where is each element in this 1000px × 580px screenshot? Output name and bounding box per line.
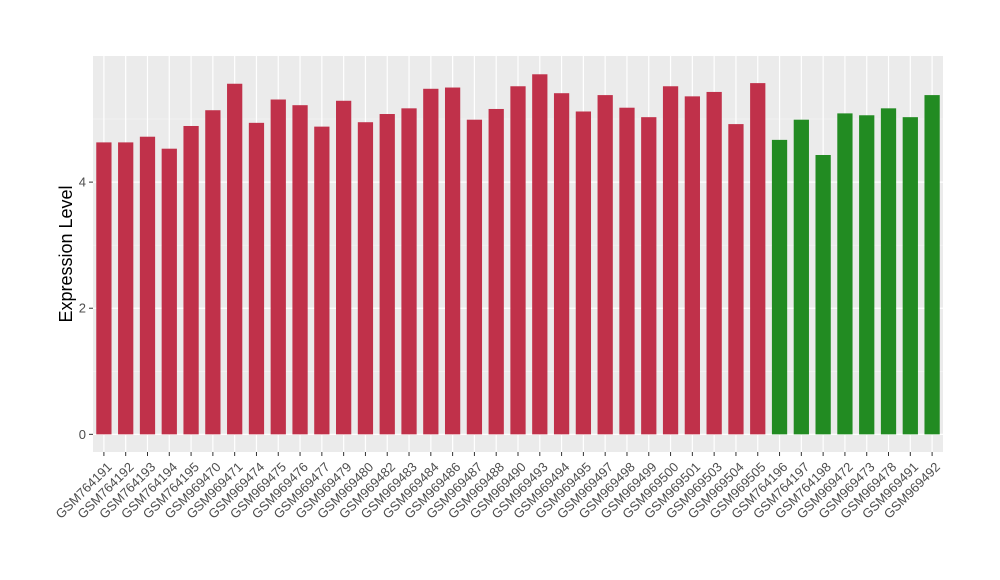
bar-GSM969471 [227, 83, 243, 435]
bar-GSM969487 [466, 119, 483, 435]
bar-GSM969498 [619, 107, 635, 435]
bar-GSM969494 [553, 93, 570, 435]
bar-GSM764198 [815, 155, 831, 435]
bar-GSM969491 [902, 117, 918, 435]
bar-GSM764195 [183, 125, 199, 435]
bar-GSM969477 [314, 126, 330, 435]
bar-GSM969480 [357, 122, 374, 435]
bar-GSM764196 [771, 139, 788, 435]
y-axis: 0 2 4 [79, 175, 93, 442]
bar-GSM969497 [597, 95, 613, 435]
bar-GSM764194 [161, 148, 177, 435]
bar-GSM969490 [510, 86, 526, 435]
bar-GSM969475 [270, 99, 286, 435]
bar-GSM969505 [750, 83, 766, 435]
y-tick-label: 4 [79, 175, 86, 190]
bar-GSM969503 [706, 91, 722, 435]
x-axis: GSM764191GSM764192GSM764193GSM764194GSM7… [53, 452, 943, 522]
y-tick-label: 0 [79, 427, 86, 442]
y-axis-title: Expression Level [56, 185, 76, 322]
bar-GSM969483 [401, 108, 417, 435]
bar-GSM764197 [793, 119, 809, 435]
bar-GSM969479 [336, 100, 352, 435]
bar-GSM969504 [728, 124, 744, 435]
bar-GSM969492 [924, 95, 940, 435]
bar-GSM969484 [423, 88, 439, 435]
bar-GSM969482 [379, 114, 395, 435]
bar-GSM969478 [880, 108, 897, 435]
bar-GSM969500 [662, 86, 679, 435]
bar-series [96, 74, 940, 435]
y-tick-label: 2 [79, 301, 86, 316]
bar-GSM969493 [532, 74, 548, 435]
bar-GSM969474 [248, 122, 265, 435]
bar-GSM969470 [205, 110, 221, 435]
bar-GSM969495 [575, 111, 592, 435]
bar-GSM969486 [444, 87, 461, 435]
bar-GSM764193 [139, 136, 156, 435]
bar-GSM969472 [837, 113, 853, 435]
bar-GSM969488 [488, 108, 504, 435]
bar-GSM969473 [859, 115, 875, 435]
bar-GSM969501 [684, 96, 700, 435]
bar-GSM764192 [118, 142, 134, 435]
bar-GSM969476 [292, 105, 308, 435]
bar-GSM969499 [641, 117, 657, 435]
bar-GSM764191 [96, 142, 112, 435]
